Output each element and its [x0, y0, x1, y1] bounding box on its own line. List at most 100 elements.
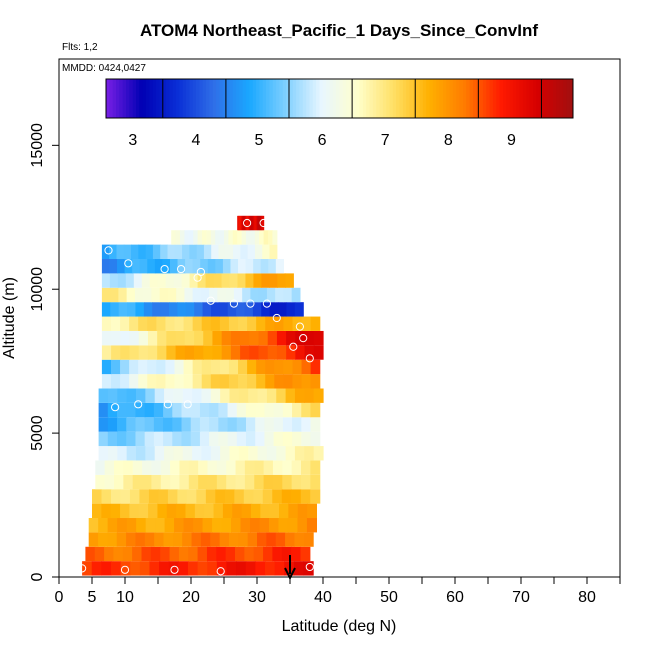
heatmap-cell: [310, 489, 321, 504]
heatmap-cell: [198, 474, 209, 490]
heatmap-cell: [187, 561, 199, 576]
colorbar-segment: [436, 79, 441, 118]
colorbar-segment: [242, 79, 247, 118]
heatmap-cell: [123, 460, 134, 475]
heatmap-cell: [281, 546, 292, 562]
heatmap-cell: [230, 345, 241, 360]
heatmap-cell: [310, 359, 321, 375]
sample-points-layer: [78, 218, 314, 576]
heatmap-cell: [229, 273, 239, 288]
colorbar-segment: [492, 79, 497, 118]
heatmap-cell: [186, 489, 197, 504]
colorbar-segment: [326, 79, 330, 118]
heatmap-cell: [126, 388, 137, 403]
heatmap-cell: [226, 561, 237, 576]
heatmap-cell: [98, 446, 109, 461]
heatmap-cell: [154, 259, 163, 274]
colorbar-segment: [452, 79, 457, 118]
heatmap-cell: [304, 446, 315, 461]
heatmap-cell: [201, 388, 212, 403]
heatmap-cell: [238, 446, 249, 461]
heatmap-cell: [202, 518, 213, 533]
heatmap-cell: [216, 546, 227, 562]
heatmap-cell: [190, 417, 201, 432]
colorbar-segment: [236, 79, 240, 118]
heatmap-cell: [181, 402, 192, 418]
colorbar-segment: [362, 79, 367, 118]
colorbar-segment: [542, 79, 547, 118]
heatmap-cell: [300, 546, 311, 562]
sample-point: [78, 564, 87, 573]
heatmap-cell: [291, 460, 302, 475]
heatmap-cell: [144, 417, 155, 432]
heatmap-cell: [139, 561, 151, 576]
colorbar-segment: [139, 79, 144, 118]
heatmap-cell: [288, 503, 299, 519]
heatmap-cell: [117, 431, 127, 447]
heatmap-cell: [295, 330, 306, 346]
heatmap-cell: [175, 345, 186, 360]
heatmap-cell: [251, 215, 254, 231]
heatmap-cell: [150, 546, 161, 562]
heatmap-cell: [183, 359, 194, 375]
x-tick-label: 10: [116, 589, 134, 606]
colorbar-segment: [562, 79, 567, 118]
heatmap-cell: [164, 388, 174, 403]
heatmap-cell: [154, 388, 165, 403]
heatmap-cell: [207, 259, 216, 274]
heatmap-cell: [245, 273, 255, 288]
heatmap-cell: [253, 215, 256, 231]
heatmap-cell: [188, 474, 199, 490]
colorbar-segment: [126, 79, 130, 118]
colorbar-segment: [426, 79, 431, 118]
colorbar-segment: [402, 79, 407, 118]
heatmap-cell: [101, 489, 112, 504]
heatmap-cell: [291, 546, 302, 562]
heatmap-cell: [190, 431, 201, 447]
heatmap-cell: [130, 561, 141, 576]
heatmap-cell: [253, 273, 262, 288]
colorbar-segment: [512, 79, 517, 118]
heatmap-cell: [107, 431, 118, 447]
colorbar-segment: [406, 79, 411, 118]
heatmap-cell: [263, 474, 274, 490]
heatmap-cell: [301, 374, 312, 389]
x-tick-label: 5: [88, 589, 97, 606]
heatmap-cell: [120, 316, 130, 331]
heatmap-cell: [163, 417, 173, 432]
heatmap-cell: [221, 330, 232, 346]
heatmap-cell: [238, 388, 249, 403]
heatmap-cell: [213, 273, 223, 288]
heatmap-cell: [274, 561, 285, 576]
heatmap-cell: [247, 316, 257, 331]
heatmap-cell: [129, 330, 140, 346]
colorbar-segment: [106, 79, 110, 118]
heatmap-cell: [200, 287, 210, 303]
y-axis: 0 5000 10000 15000: [29, 123, 59, 581]
heatmap-cell: [246, 402, 256, 418]
heatmap-cell: [236, 417, 247, 432]
heatmap-cell: [244, 302, 254, 317]
colorbar-segment: [142, 79, 147, 118]
heatmap-cell: [301, 460, 311, 475]
colorbar-segment: [172, 79, 177, 118]
heatmap-cell: [164, 518, 175, 533]
heatmap-cell: [110, 503, 121, 519]
heatmap-cell: [253, 259, 262, 274]
heatmap-cell: [313, 446, 324, 461]
heatmap-cell: [258, 215, 260, 231]
heatmap-cell: [233, 287, 243, 303]
heatmap-cell: [98, 417, 109, 432]
colorbar-segment: [189, 79, 194, 118]
heatmap-cell: [165, 374, 176, 389]
heatmap-cell: [171, 230, 177, 245]
heatmap-cell: [246, 431, 256, 447]
heatmap-cell: [255, 431, 266, 447]
heatmap-cell: [272, 460, 283, 475]
heatmap-cell: [232, 230, 238, 245]
heatmap-cell: [213, 503, 224, 519]
heatmap-cell: [219, 316, 230, 331]
colorbar-segment: [302, 79, 307, 118]
heatmap-cell: [303, 532, 314, 547]
heatmap-cell: [120, 330, 131, 346]
